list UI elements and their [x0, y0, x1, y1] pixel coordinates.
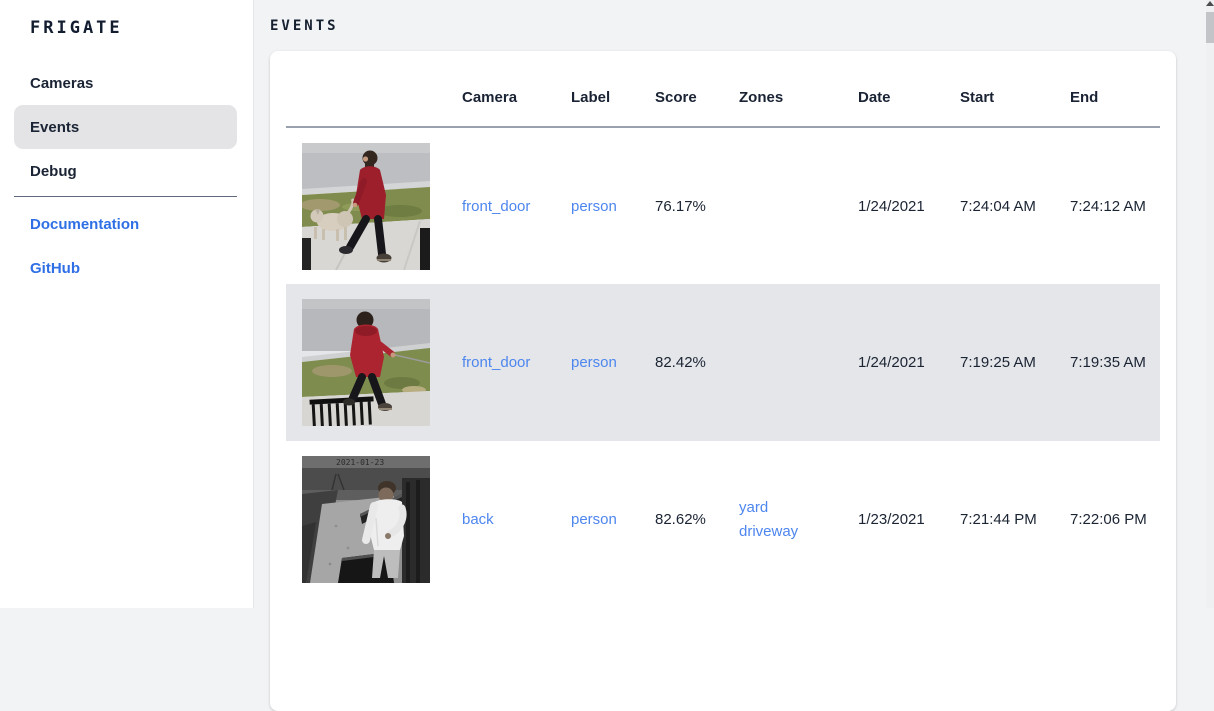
events-card: Camera Label Score Zones Date Start End	[270, 51, 1176, 711]
label-link[interactable]: person	[571, 197, 617, 215]
event-thumbnail[interactable]	[302, 299, 430, 426]
end-time: 7:22:06 PM	[1070, 511, 1147, 528]
zones-cell	[723, 127, 842, 284]
column-header-thumbnail	[286, 51, 446, 128]
table-row[interactable]: front_door person 76.17% 1/24/2021 7:24:…	[286, 127, 1160, 284]
score-value: 82.42%	[655, 354, 706, 371]
column-header-score: Score	[639, 51, 723, 128]
sidebar-nav: Cameras Events Debug Documentation GitHu…	[0, 61, 253, 290]
zone-link[interactable]: driveway	[739, 522, 799, 540]
start-time: 7:21:44 PM	[960, 511, 1037, 528]
table-row[interactable]: front_door person 82.42% 1/24/2021 7:19:…	[286, 284, 1160, 441]
events-table: Camera Label Score Zones Date Start End	[286, 51, 1160, 598]
zones-cell: yard driveway	[723, 441, 842, 598]
sidebar-divider	[14, 196, 237, 197]
start-time: 7:24:04 AM	[960, 197, 1036, 215]
end-time: 7:19:35 AM	[1070, 354, 1146, 371]
scroll-up-arrow-icon[interactable]	[1206, 1, 1214, 6]
column-header-start: Start	[944, 51, 1054, 128]
page-title: EVENTS	[270, 18, 339, 34]
sidebar-item-events[interactable]: Events	[14, 105, 237, 149]
column-header-label: Label	[555, 51, 639, 128]
sidebar: FRIGATE Cameras Events Debug Documentati…	[0, 0, 254, 608]
scrollbar-thumb[interactable]	[1206, 12, 1214, 43]
table-row[interactable]: 2021-01-23	[286, 441, 1160, 598]
column-header-end: End	[1054, 51, 1160, 128]
column-header-camera: Camera	[446, 51, 555, 128]
camera-link[interactable]: front_door	[462, 354, 531, 371]
sidebar-link-label: GitHub	[30, 259, 80, 277]
sidebar-link-documentation[interactable]: Documentation	[14, 202, 237, 246]
score-value: 76.17%	[655, 197, 706, 215]
column-header-zones: Zones	[723, 51, 842, 128]
sidebar-item-cameras[interactable]: Cameras	[14, 61, 237, 105]
vertical-scrollbar[interactable]	[1206, 0, 1214, 608]
date-value: 1/23/2021	[858, 511, 925, 528]
sidebar-item-label: Cameras	[30, 74, 94, 92]
sidebar-link-github[interactable]: GitHub	[14, 246, 237, 290]
sidebar-link-label: Documentation	[30, 215, 140, 233]
label-link[interactable]: person	[571, 354, 617, 371]
column-header-date: Date	[842, 51, 944, 128]
start-time: 7:19:25 AM	[960, 354, 1036, 371]
date-value: 1/24/2021	[858, 354, 925, 371]
main-content: EVENTS Camera Label Score Zones Date Sta…	[254, 0, 1214, 711]
event-thumbnail[interactable]	[302, 142, 430, 270]
sidebar-item-label: Events	[30, 118, 80, 136]
sidebar-item-label: Debug	[30, 162, 77, 180]
end-time: 7:24:12 AM	[1070, 197, 1146, 215]
svg-text:2021-01-23: 2021-01-23	[336, 458, 384, 467]
date-value: 1/24/2021	[858, 197, 925, 215]
app-logo: FRIGATE	[30, 18, 123, 38]
label-link[interactable]: person	[571, 511, 617, 528]
event-thumbnail[interactable]: 2021-01-23	[302, 456, 430, 583]
camera-link[interactable]: front_door	[462, 197, 531, 215]
zone-link[interactable]: yard	[739, 498, 769, 516]
table-header-row: Camera Label Score Zones Date Start End	[286, 51, 1160, 128]
score-value: 82.62%	[655, 511, 706, 528]
camera-link[interactable]: back	[462, 511, 494, 528]
sidebar-item-debug[interactable]: Debug	[14, 149, 237, 193]
zones-cell	[723, 284, 842, 441]
